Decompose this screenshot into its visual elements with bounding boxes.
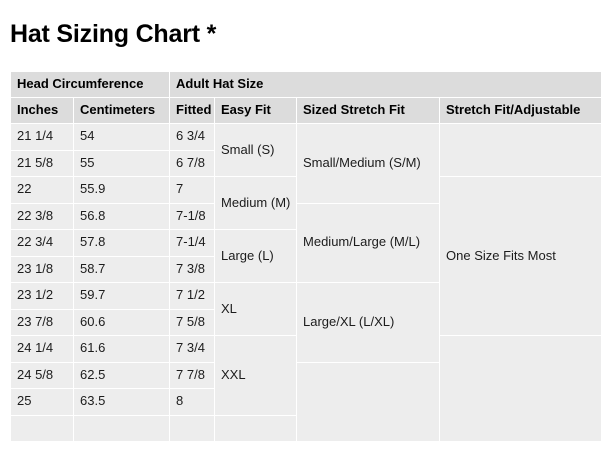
cell-centimeters: 57.8 (74, 230, 170, 256)
cell-fitted: 7-1/4 (170, 230, 215, 256)
column-header-centimeters: Centimeters (74, 98, 170, 123)
cell-sized-stretch-fit: Large/XL (L/XL) (297, 283, 440, 362)
column-header-easy-fit: Easy Fit (215, 98, 297, 123)
cell-easy-fit: XXL (215, 336, 297, 415)
cell-easy-fit: Small (S) (215, 124, 297, 176)
cell-fitted: 7 7/8 (170, 362, 215, 388)
table-row: 21 5/8 55 6 7/8 (11, 150, 601, 176)
cell-inches: 22 (11, 177, 73, 203)
cell-fitted: 6 3/4 (170, 124, 215, 150)
cell-fitted: 7 5/8 (170, 309, 215, 335)
cell-inches: 22 3/8 (11, 203, 73, 229)
column-header-sized-stretch-fit: Sized Stretch Fit (297, 98, 440, 123)
table-body: 21 1/4 54 6 3/4 Small (S) Small/Medium (S/M)… (11, 124, 602, 441)
column-header-fitted: Fitted (170, 98, 215, 123)
cell-sized-stretch-fit: Small/Medium (S/M) (297, 124, 440, 203)
cell-inches: 23 7/8 (11, 309, 73, 335)
cell-centimeters: 58.7 (74, 256, 170, 282)
cell-centimeters: 55 (74, 150, 170, 176)
cell-sized-stretch-fit (297, 362, 440, 441)
cell-fitted (170, 415, 215, 441)
cell-fitted: 7 3/4 (170, 336, 215, 362)
cell-easy-fit: Large (L) (215, 230, 297, 282)
cell-easy-fit: Medium (M) (215, 177, 297, 229)
cell-fitted: 7 (170, 177, 215, 203)
cell-centimeters: 60.6 (74, 309, 170, 335)
table-row: 24 5/8 62.5 7 7/8 (11, 362, 601, 441)
table-row: 25 63.5 8 (11, 389, 601, 415)
table-row (11, 415, 601, 441)
cell-centimeters: 59.7 (74, 283, 170, 309)
table-head: Head Circumference Adult Hat Size Inches… (11, 72, 602, 123)
cell-fitted: 7-1/8 (170, 203, 215, 229)
cell-inches: 24 1/4 (11, 336, 73, 362)
column-header-stretch-fit-adjustable: Stretch Fit/Adjustable (440, 98, 602, 123)
cell-easy-fit: XL (215, 283, 297, 335)
cell-inches: 21 1/4 (11, 124, 73, 150)
cell-easy-fit (215, 415, 297, 441)
cell-sized-stretch-fit: Medium/Large (M/L) (297, 203, 440, 282)
column-header-row: Inches Centimeters Fitted Easy Fit Sized… (11, 98, 602, 123)
hat-sizing-table: Head Circumference Adult Hat Size Inches… (10, 71, 603, 442)
cell-stretch-fit-adjustable (440, 124, 602, 176)
cell-centimeters: 62.5 (74, 362, 170, 388)
table-row: 23 1/8 58.7 7 3/8 (11, 256, 601, 282)
cell-stretch-fit-adjustable (440, 336, 602, 441)
group-header-adult-hat-size: Adult Hat Size (170, 72, 602, 97)
cell-fitted: 7 3/8 (170, 256, 215, 282)
group-header-row: Head Circumference Adult Hat Size (11, 72, 602, 97)
page-title: Hat Sizing Chart * (10, 20, 217, 48)
table-row: 24 1/4 61.6 7 3/4 XXL (11, 336, 602, 441)
cell-centimeters (74, 415, 170, 441)
table-row: 23 1/2 59.7 7 1/2 XL Large/XL (L/XL) (11, 283, 601, 362)
cell-fitted: 8 (170, 389, 215, 415)
cell-inches: 21 5/8 (11, 150, 73, 176)
table-row: 22 3/4 57.8 7-1/4 Large (L) (11, 230, 601, 282)
cell-inches: 24 5/8 (11, 362, 73, 388)
cell-centimeters: 55.9 (74, 177, 170, 203)
cell-inches (11, 415, 73, 441)
cell-inches: 22 3/4 (11, 230, 73, 256)
cell-inches: 23 1/8 (11, 256, 73, 282)
table-row: 22 3/8 56.8 7-1/8 Medium/Large (M/L) (11, 203, 601, 282)
cell-centimeters: 56.8 (74, 203, 170, 229)
cell-centimeters: 63.5 (74, 389, 170, 415)
table-row: 23 7/8 60.6 7 5/8 (11, 309, 601, 335)
column-header-inches: Inches (11, 98, 73, 123)
cell-inches: 25 (11, 389, 73, 415)
cell-fitted: 7 1/2 (170, 283, 215, 309)
table-row: 22 55.9 7 Medium (M) One Size Fits Most (11, 177, 602, 335)
cell-stretch-fit-adjustable: One Size Fits Most (440, 177, 602, 335)
cell-centimeters: 54 (74, 124, 170, 150)
cell-inches: 23 1/2 (11, 283, 73, 309)
cell-centimeters: 61.6 (74, 336, 170, 362)
table-row: 21 1/4 54 6 3/4 Small (S) Small/Medium (S/M) (11, 124, 602, 203)
cell-fitted: 6 7/8 (170, 150, 215, 176)
group-header-head-circumference: Head Circumference (11, 72, 170, 97)
